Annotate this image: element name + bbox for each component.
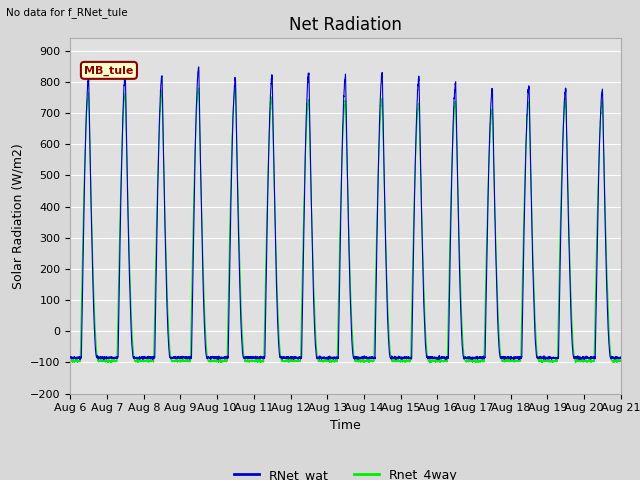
- RNet_wat: [325, 356, 333, 361]
- Rnet_4way: [67, 358, 74, 364]
- RNet_wat: [100, 357, 108, 363]
- RNet_wat: [617, 355, 625, 361]
- Rnet_4way: [166, 338, 173, 344]
- Line: Rnet_4way: Rnet_4way: [70, 84, 621, 363]
- Text: MB_tule: MB_tule: [84, 65, 134, 75]
- Text: No data for f_RNet_tule: No data for f_RNet_tule: [6, 7, 128, 18]
- Rnet_4way: [616, 359, 624, 364]
- X-axis label: Time: Time: [330, 419, 361, 432]
- RNet_wat: [616, 354, 624, 360]
- Rnet_4way: [500, 359, 508, 365]
- RNet_wat: [500, 357, 508, 362]
- RNet_wat: [166, 352, 173, 358]
- Title: Net Radiation: Net Radiation: [289, 16, 402, 34]
- RNet_wat: [195, 64, 202, 70]
- Rnet_4way: [617, 359, 625, 364]
- Rnet_4way: [439, 358, 447, 364]
- Rnet_4way: [469, 358, 477, 364]
- Rnet_4way: [426, 360, 434, 366]
- Legend: RNet_wat, Rnet_4way: RNet_wat, Rnet_4way: [228, 464, 463, 480]
- RNet_wat: [439, 354, 447, 360]
- Line: RNet_wat: RNet_wat: [70, 67, 621, 360]
- Rnet_4way: [231, 82, 239, 87]
- Rnet_4way: [325, 356, 333, 362]
- RNet_wat: [67, 355, 74, 360]
- Y-axis label: Solar Radiation (W/m2): Solar Radiation (W/m2): [12, 143, 24, 289]
- RNet_wat: [469, 355, 477, 361]
